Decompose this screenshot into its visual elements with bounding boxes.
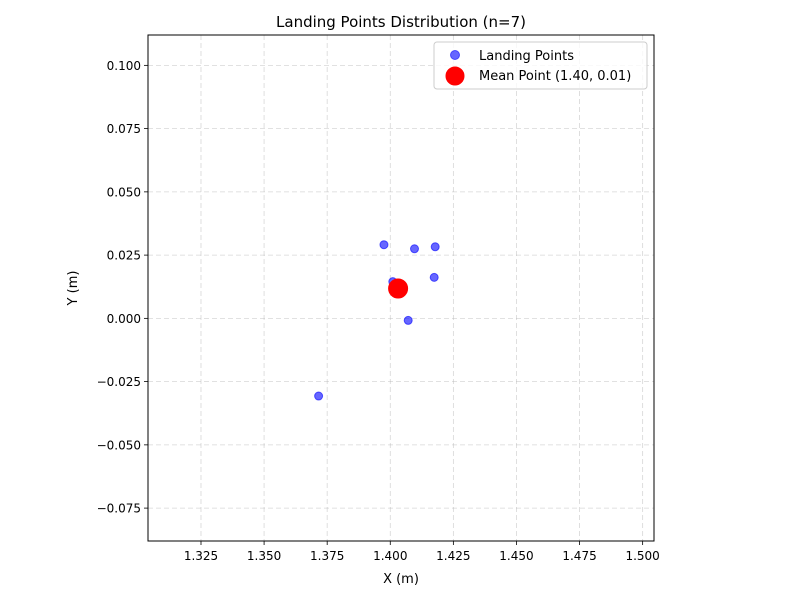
x-tick-label: 1.450 <box>499 549 533 563</box>
x-tick-label: 1.350 <box>247 549 281 563</box>
chart-title: Landing Points Distribution (n=7) <box>276 13 526 31</box>
x-axis-ticks: 1.325 1.350 1.375 1.400 1.425 1.450 1.475 1.500 <box>184 541 660 563</box>
y-tick-label: 0.025 <box>107 249 141 263</box>
x-tick-label: 1.425 <box>436 549 470 563</box>
y-tick-label: −0.075 <box>97 502 141 516</box>
x-tick-label: 1.325 <box>184 549 218 563</box>
x-tick-label: 1.500 <box>625 549 659 563</box>
landing-point-marker <box>430 242 440 252</box>
y-tick-label: 0.050 <box>107 185 141 199</box>
legend-marker-mean-point <box>445 66 465 86</box>
landing-point-marker <box>410 244 420 254</box>
y-axis-ticks: 0.100 0.075 0.050 0.025 0.000 −0.025 −0.050 −0.… <box>97 59 148 516</box>
x-tick-label: 1.375 <box>310 549 344 563</box>
legend-label-landing-points: Landing Points <box>479 49 574 64</box>
legend-label-mean-point: Mean Point (1.40, 0.01) <box>479 69 631 84</box>
y-tick-label: −0.050 <box>97 438 141 452</box>
y-tick-label: 0.100 <box>107 59 141 73</box>
legend-marker-landing-points <box>450 50 460 60</box>
landing-point-marker <box>403 315 413 325</box>
y-tick-label: 0.000 <box>107 312 141 326</box>
legend-box <box>433 41 648 90</box>
x-axis-label: X (m) <box>383 572 419 587</box>
mean-point-marker <box>388 278 409 299</box>
data-points <box>314 240 440 401</box>
plot-area-frame <box>147 34 655 542</box>
y-tick-label: −0.025 <box>97 375 141 389</box>
y-tick-label: 0.075 <box>107 122 141 136</box>
legend: Landing Points Mean Point (1.40, 0.01) <box>433 41 648 90</box>
x-tick-label: 1.400 <box>373 549 407 563</box>
x-tick-label: 1.475 <box>562 549 596 563</box>
landing-point-marker <box>314 391 324 401</box>
landing-point-marker <box>429 272 439 282</box>
y-axis-label: Y (m) <box>66 271 81 307</box>
landing-point-marker <box>379 240 389 250</box>
